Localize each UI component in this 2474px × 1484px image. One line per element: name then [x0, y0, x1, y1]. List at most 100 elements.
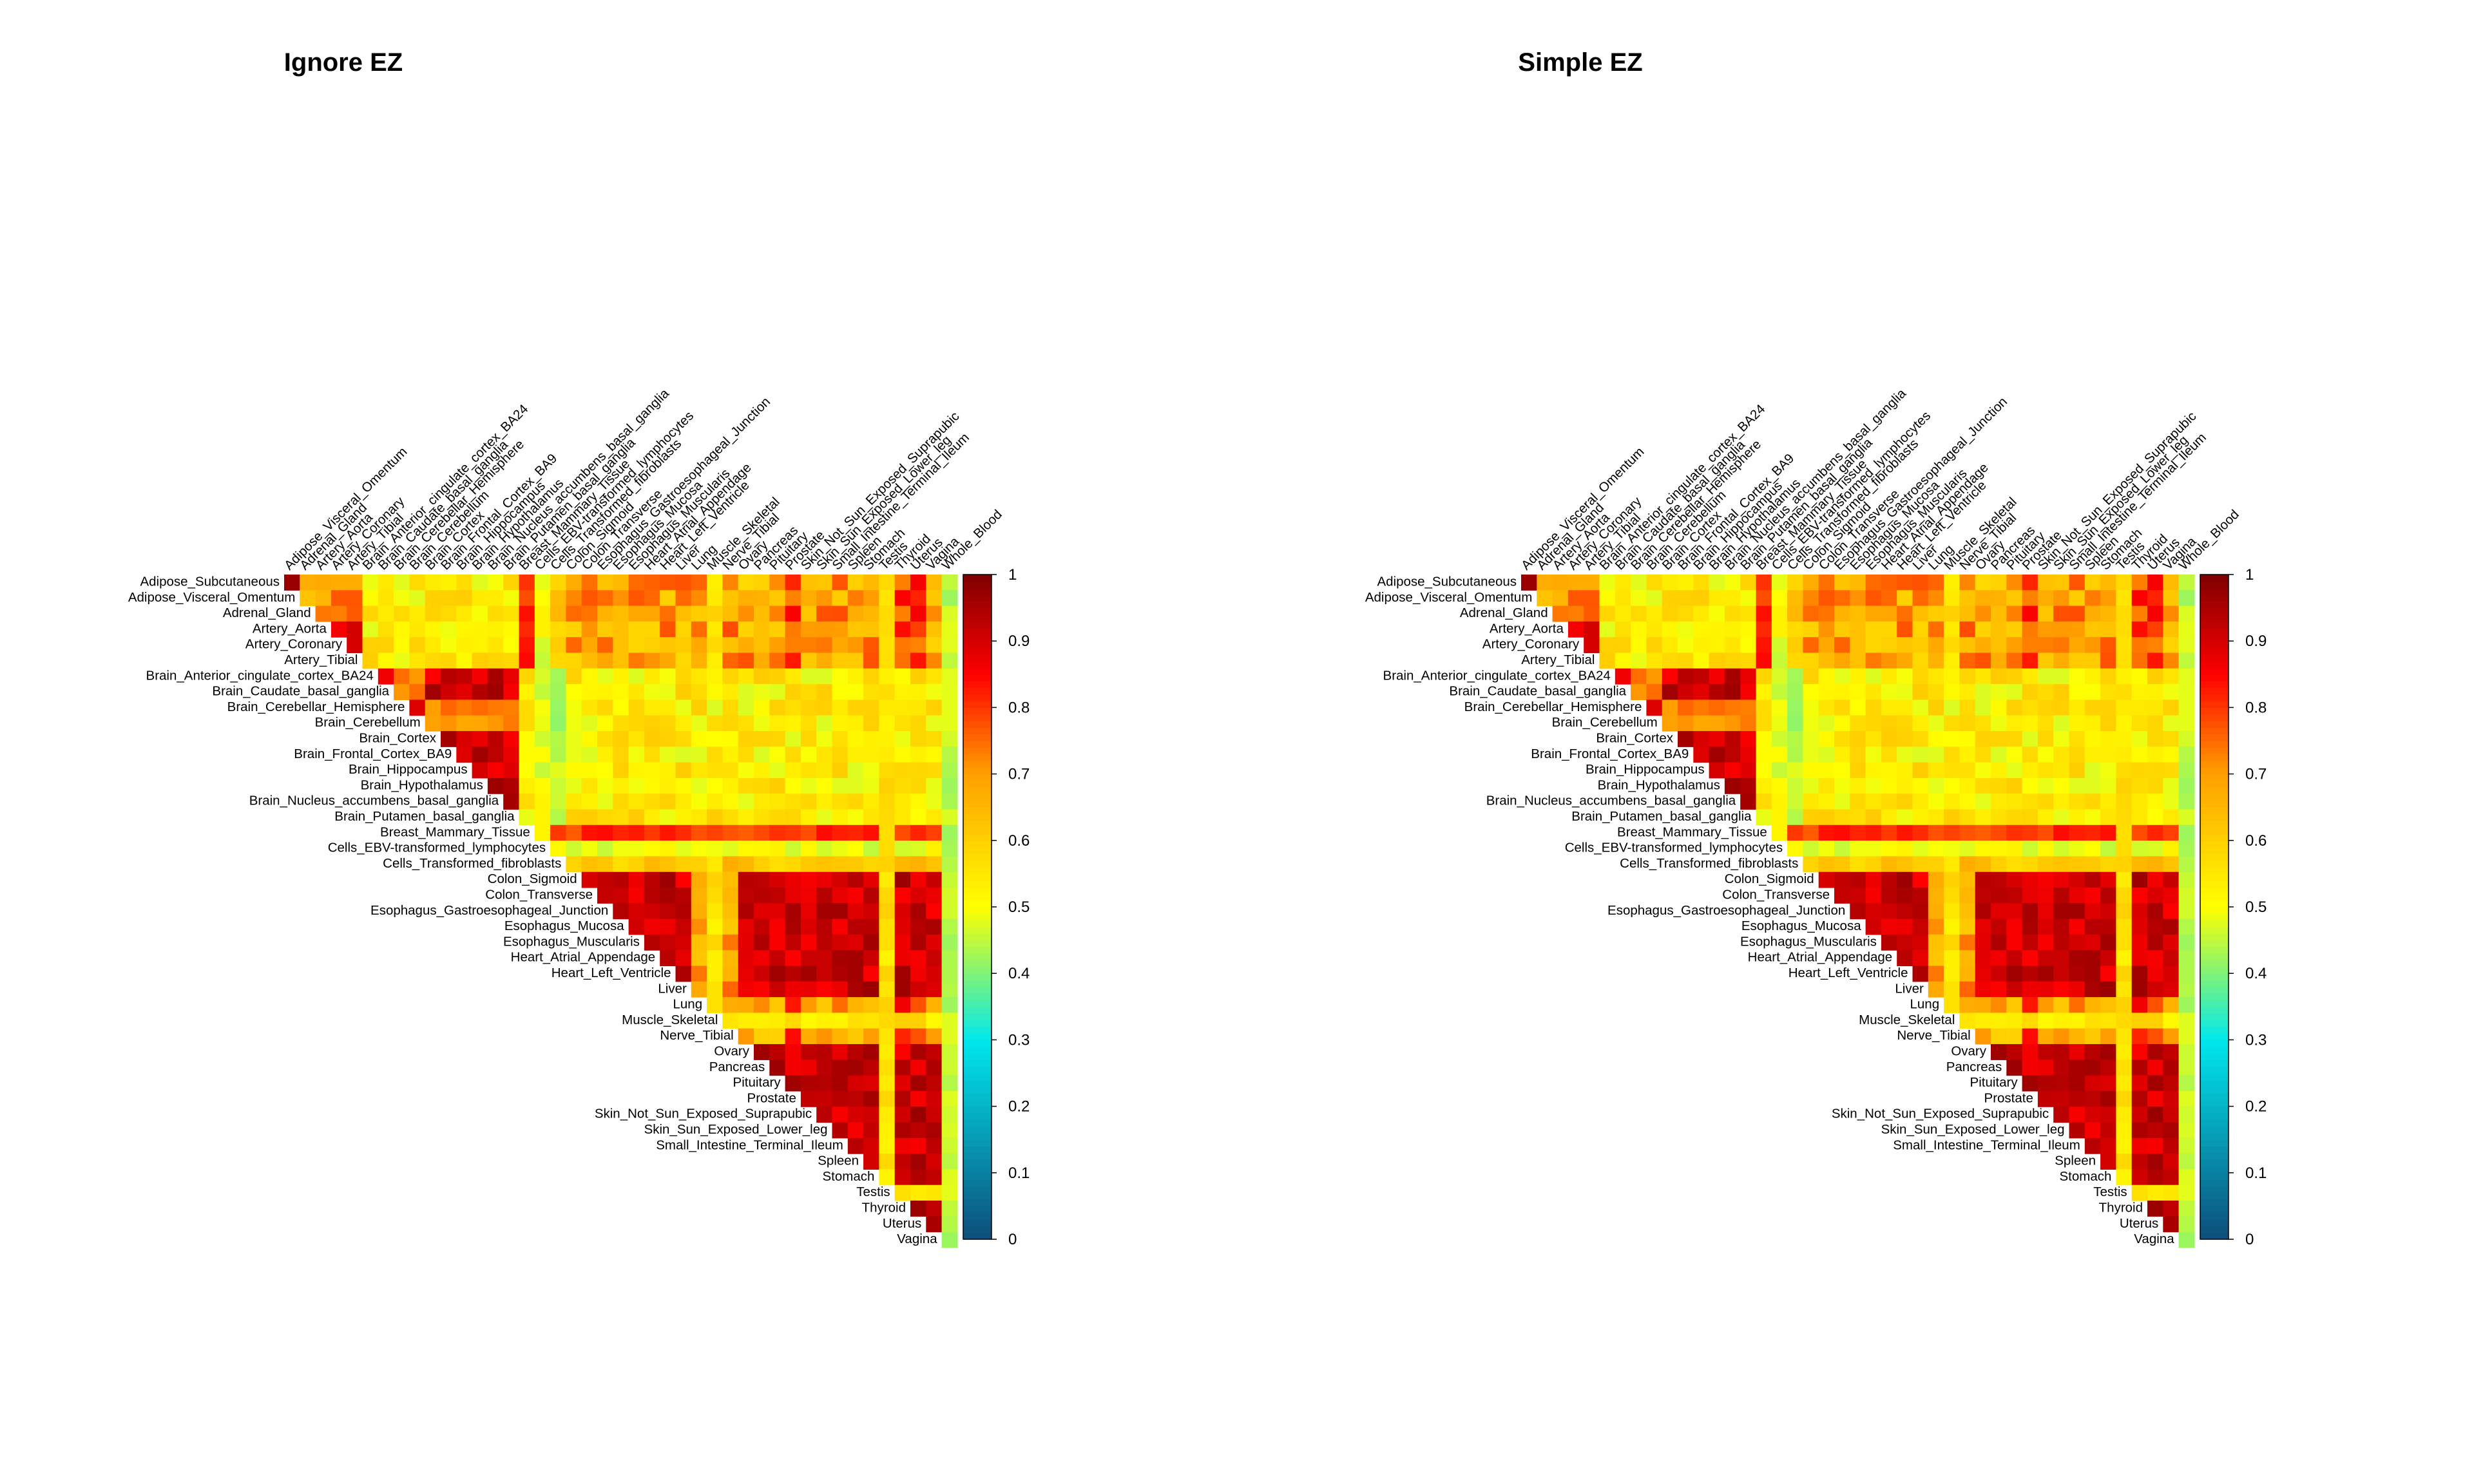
heatmap-cell	[1818, 777, 1835, 794]
heatmap-cell	[2116, 777, 2133, 794]
heatmap-cell	[362, 575, 379, 591]
row-label: Breast_Mammary_Tissue	[1617, 824, 1767, 839]
heatmap-cell	[534, 762, 551, 779]
heatmap-cell	[832, 1122, 849, 1139]
heatmap-cell	[707, 888, 723, 904]
heatmap-cell	[675, 747, 692, 763]
heatmap-cell	[1991, 1013, 2007, 1029]
colorbar-segment	[2200, 887, 2229, 894]
heatmap-cell	[2100, 699, 2116, 716]
heatmap-cell	[879, 794, 896, 810]
heatmap-cell	[1599, 605, 1616, 622]
heatmap-cell	[1756, 747, 1772, 763]
row-label: Brain_Frontal_Cortex_BA9	[1531, 747, 1689, 761]
heatmap-cell	[1599, 637, 1616, 654]
heatmap-cell	[816, 762, 833, 779]
heatmap-cell	[894, 809, 911, 826]
heatmap-cell	[2069, 966, 2086, 982]
heatmap-cell	[2100, 824, 2116, 841]
heatmap-cell	[2131, 621, 2148, 638]
heatmap-cell	[863, 824, 879, 841]
heatmap-cell	[722, 747, 739, 763]
heatmap-cell	[456, 605, 473, 622]
row-label: Lung	[1910, 997, 1939, 1012]
colorbar-tick-label: 0.3	[1008, 1031, 1030, 1049]
heatmap-cell	[1959, 652, 1976, 669]
heatmap-cell	[2178, 777, 2195, 794]
heatmap-cell	[879, 966, 896, 982]
heatmap-cell	[894, 903, 911, 920]
heatmap-cell	[926, 605, 943, 622]
colorbar-segment	[2200, 893, 2229, 901]
heatmap-cell	[941, 1107, 958, 1123]
row-label: Ovary	[1951, 1044, 1986, 1059]
heatmap-cell	[628, 637, 645, 654]
heatmap-cell	[425, 621, 441, 638]
heatmap-cell	[2022, 652, 2038, 669]
heatmap-cell	[832, 888, 849, 904]
heatmap-cell	[2100, 794, 2116, 810]
heatmap-cell	[675, 668, 692, 685]
colorbar-segment	[2200, 920, 2229, 928]
heatmap-cell	[503, 684, 520, 700]
row-label: Nerve_Tibial	[660, 1028, 733, 1043]
heatmap-cell	[2147, 950, 2163, 967]
heatmap-cell	[832, 747, 849, 763]
heatmap-cell	[1803, 747, 1819, 763]
heatmap-cell	[2178, 590, 2195, 607]
heatmap-cell	[550, 668, 566, 685]
colorbar-segment	[2200, 1000, 2229, 1007]
row-label: Esophagus_Muscularis	[503, 934, 640, 949]
heatmap-cell	[1850, 824, 1866, 841]
heatmap-cell	[738, 590, 754, 607]
heatmap-cell	[910, 747, 926, 763]
heatmap-cell	[566, 684, 582, 700]
heatmap-cell	[331, 605, 347, 622]
heatmap-cell	[800, 1028, 817, 1045]
heatmap-cell	[754, 652, 770, 669]
colorbar-segment	[2200, 607, 2229, 615]
heatmap-cell	[2178, 1044, 2195, 1060]
heatmap-cell	[722, 715, 739, 732]
heatmap-cell	[1693, 668, 1710, 685]
heatmap-cell	[1975, 950, 1991, 967]
heatmap-cell	[1975, 888, 1991, 904]
heatmap-cell	[722, 637, 739, 654]
heatmap-cell	[2116, 794, 2133, 810]
heatmap-cell	[300, 575, 316, 591]
heatmap-cell	[754, 637, 770, 654]
heatmap-cell	[1724, 652, 1741, 669]
heatmap-cell	[2131, 1090, 2148, 1107]
heatmap-cell	[675, 715, 692, 732]
heatmap-cell	[1912, 699, 1929, 716]
heatmap-cell	[2037, 966, 2054, 982]
heatmap-cell	[503, 637, 520, 654]
colorbar-segment	[2200, 913, 2229, 921]
heatmap-cell	[941, 950, 958, 967]
colorbar-segment	[963, 1126, 992, 1134]
heatmap-cell	[800, 966, 817, 982]
heatmap-cell	[1897, 794, 1913, 810]
heatmap-cell	[800, 1060, 817, 1076]
colorbar-segment	[2200, 926, 2229, 934]
heatmap-cell	[1991, 605, 2007, 622]
heatmap-cell	[378, 637, 394, 654]
row-label: Esophagus_Gastroesophageal_Junction	[370, 903, 608, 918]
colorbar-segment	[2200, 674, 2229, 681]
heatmap-cell	[1897, 637, 1913, 654]
heatmap-cell	[1897, 856, 1913, 873]
heatmap-cell	[1975, 747, 1991, 763]
heatmap-cell	[2116, 809, 2133, 826]
heatmap-cell	[816, 794, 833, 810]
heatmap-cell	[926, 684, 943, 700]
heatmap-cell	[691, 809, 707, 826]
heatmap-cell	[519, 809, 535, 826]
row-label: Muscle_Skeletal	[1859, 1013, 1955, 1027]
heatmap-cell	[785, 856, 801, 873]
heatmap-cell	[785, 934, 801, 951]
heatmap-cell	[707, 621, 723, 638]
heatmap-cell	[2022, 871, 2038, 888]
heatmap-cell	[894, 966, 911, 982]
heatmap-cell	[675, 605, 692, 622]
heatmap-cell	[722, 903, 739, 920]
